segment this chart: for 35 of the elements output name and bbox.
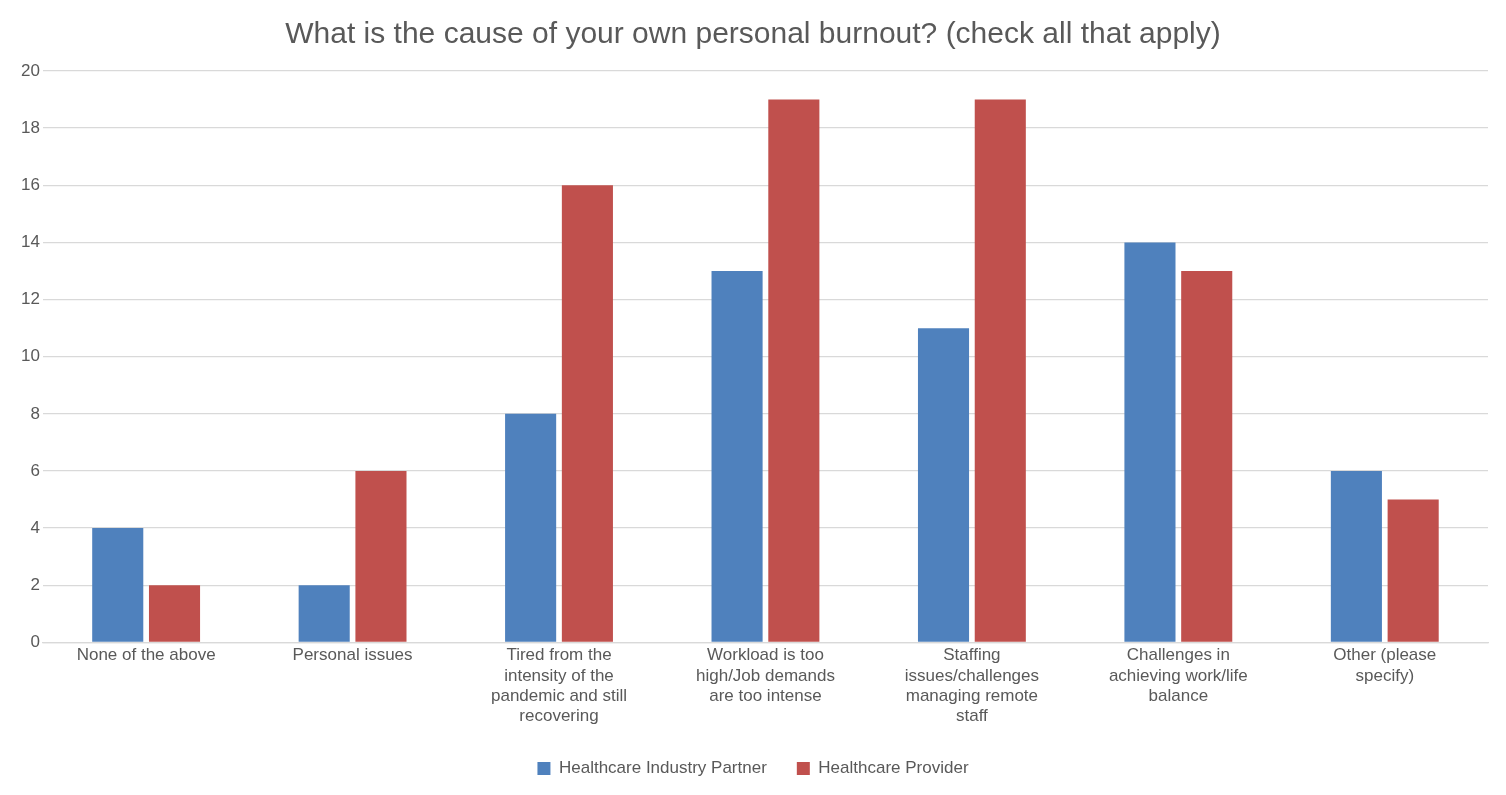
x-tick-label: Other (please specify) <box>1333 645 1437 685</box>
y-tick-label: 12 <box>20 289 40 309</box>
y-tick-label: 10 <box>20 346 40 366</box>
bar <box>92 528 144 642</box>
bar <box>1330 470 1382 642</box>
y-tick-label: 0 <box>30 632 40 652</box>
chart-title: What is the cause of your own personal burnout? (check all that apply) <box>285 16 1221 50</box>
bar <box>148 585 201 642</box>
x-tick-label: Tired from the intensity of the pandemic and still recovering <box>490 645 628 726</box>
bar <box>711 270 763 642</box>
y-tick-label: 8 <box>30 403 40 423</box>
x-tick-label: Challenges in achieving work/life balance <box>1108 645 1248 706</box>
bar <box>298 585 350 642</box>
y-tick-label: 18 <box>20 117 40 137</box>
bar <box>1181 270 1233 642</box>
legend-label: Healthcare Industry Partner <box>558 758 768 778</box>
bar <box>768 99 820 642</box>
x-tick-label: None of the above <box>76 645 216 665</box>
bar <box>505 413 557 642</box>
y-tick-label: 16 <box>20 174 40 194</box>
legend-label: Healthcare Provider <box>818 758 969 778</box>
y-tick-label: 2 <box>30 574 40 594</box>
x-tick-label: Workload is too high/Job demands are too intense <box>695 645 835 706</box>
x-tick-label: Personal issues <box>292 645 413 665</box>
y-tick-label: 20 <box>20 60 40 80</box>
bar <box>355 470 407 642</box>
bar <box>917 328 970 642</box>
bar <box>974 99 1026 642</box>
bar <box>1387 499 1439 642</box>
x-tick-label: Staffing issues/challenges managing remote staff <box>904 645 1039 726</box>
y-tick-label: 14 <box>20 232 40 252</box>
bar <box>1124 242 1176 642</box>
bar <box>561 185 613 642</box>
y-tick-label: 6 <box>30 460 40 480</box>
y-tick-label: 4 <box>30 517 40 537</box>
